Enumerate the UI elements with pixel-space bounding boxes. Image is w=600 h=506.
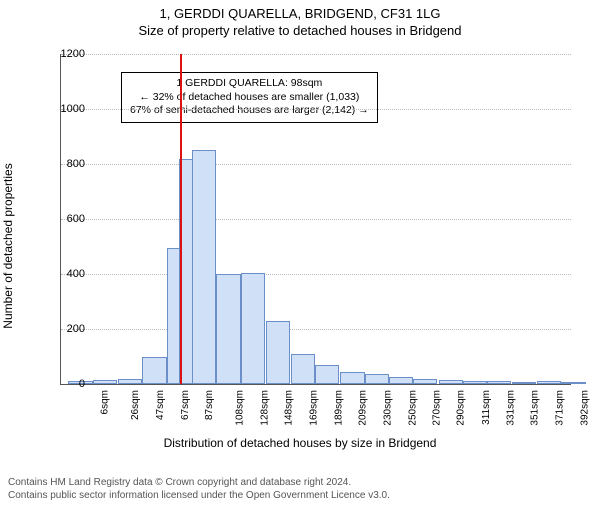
x-tick-label: 311sqm <box>481 390 492 425</box>
x-tick-label: 67sqm <box>180 390 191 420</box>
y-tick-label: 200 <box>45 323 85 335</box>
page-subtitle: Size of property relative to detached ho… <box>0 23 600 38</box>
y-tick-label: 1000 <box>45 103 85 115</box>
annotation-line-3: 67% of semi-detached houses are larger (… <box>130 104 369 118</box>
footer-line-2: Contains public sector information licen… <box>8 490 390 503</box>
histogram-bar <box>216 274 240 384</box>
histogram-bar <box>340 372 364 384</box>
gridline <box>61 109 571 110</box>
histogram-bar <box>512 382 536 384</box>
x-tick-label: 331sqm <box>506 390 517 426</box>
histogram-bar <box>93 380 117 384</box>
histogram-bar <box>537 381 561 384</box>
x-tick-label: 87sqm <box>204 390 215 420</box>
x-tick-label: 169sqm <box>309 390 320 426</box>
annotation-line-1: 1 GERDDI QUARELLA: 98sqm <box>130 77 369 91</box>
y-tick-label: 400 <box>45 268 85 280</box>
x-tick-label: 108sqm <box>235 390 246 426</box>
x-axis-label: Distribution of detached houses by size … <box>0 436 600 450</box>
x-tick-label: 128sqm <box>259 390 270 426</box>
histogram-bar <box>315 365 339 384</box>
histogram-bar <box>365 374 389 384</box>
property-marker-line <box>180 54 182 384</box>
x-tick-label: 250sqm <box>407 390 418 426</box>
y-tick-label: 0 <box>45 378 85 390</box>
histogram-bar <box>291 354 315 384</box>
histogram-bar <box>266 321 290 384</box>
histogram-bar <box>389 377 413 384</box>
histogram-bar <box>413 379 437 385</box>
x-tick-label: 26sqm <box>130 390 141 420</box>
x-tick-label: 392sqm <box>580 390 591 426</box>
x-tick-label: 351sqm <box>530 390 541 426</box>
x-tick-label: 189sqm <box>333 390 344 426</box>
y-tick-label: 600 <box>45 213 85 225</box>
page-title: 1, GERDDI QUARELLA, BRIDGEND, CF31 1LG <box>0 6 600 21</box>
footer-line-1: Contains HM Land Registry data © Crown c… <box>8 477 390 490</box>
x-tick-label: 230sqm <box>383 390 394 426</box>
footer: Contains HM Land Registry data © Crown c… <box>8 477 390 502</box>
x-tick-label: 290sqm <box>456 390 467 426</box>
x-tick-label: 371sqm <box>554 390 565 426</box>
histogram-bar <box>487 381 511 384</box>
histogram-bar <box>142 357 166 385</box>
gridline <box>61 219 571 220</box>
gridline <box>61 274 571 275</box>
histogram-bar <box>192 150 216 384</box>
histogram-bar <box>561 382 585 384</box>
annotation-box: 1 GERDDI QUARELLA: 98sqm ← 32% of detach… <box>121 72 378 123</box>
annotation-line-2: ← 32% of detached houses are smaller (1,… <box>130 91 369 105</box>
y-tick-label: 1200 <box>45 48 85 60</box>
gridline <box>61 54 571 55</box>
gridline <box>61 329 571 330</box>
chart-container: Number of detached properties 1 GERDDI Q… <box>0 46 600 446</box>
y-axis-label: Number of detached properties <box>1 163 15 328</box>
y-tick-label: 800 <box>45 158 85 170</box>
x-tick-label: 270sqm <box>432 390 443 426</box>
plot-area: 1 GERDDI QUARELLA: 98sqm ← 32% of detach… <box>60 54 571 385</box>
x-tick-label: 47sqm <box>155 390 166 420</box>
gridline <box>61 164 571 165</box>
x-tick-label: 6sqm <box>100 390 111 414</box>
histogram-bar <box>463 381 487 384</box>
x-tick-label: 148sqm <box>283 390 294 426</box>
histogram-bar <box>118 379 142 385</box>
histogram-bar <box>241 273 265 384</box>
x-tick-label: 209sqm <box>358 390 369 426</box>
histogram-bar <box>439 380 463 384</box>
